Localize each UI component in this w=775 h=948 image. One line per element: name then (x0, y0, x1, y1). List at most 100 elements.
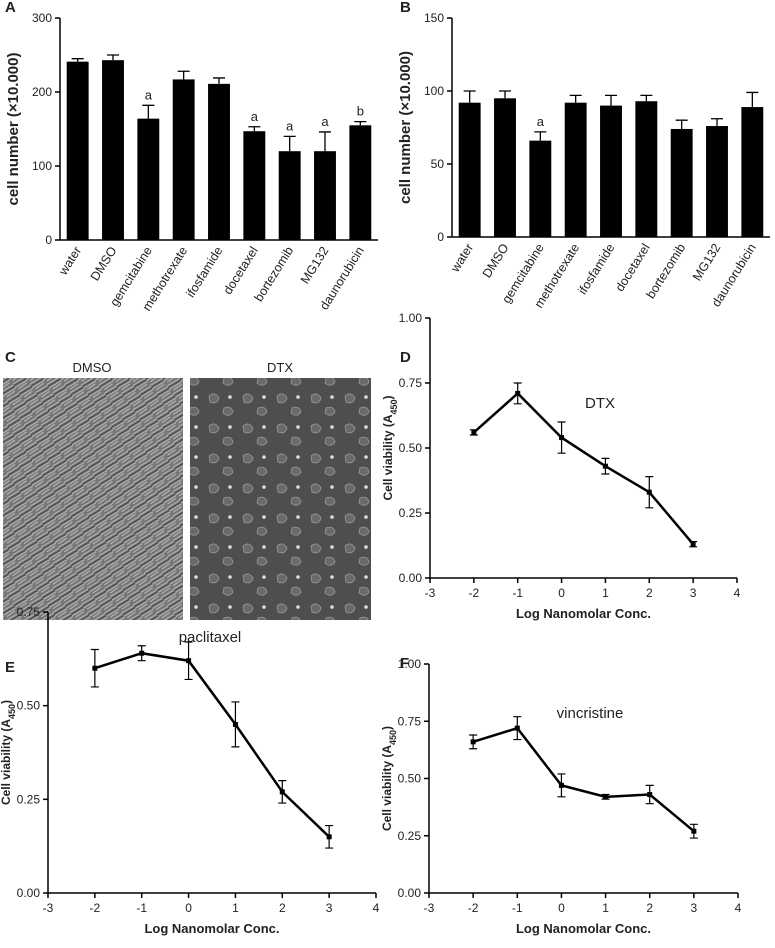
marker (691, 828, 697, 834)
x-tick-label: 4 (734, 586, 741, 600)
x-tick-label: -2 (90, 901, 101, 915)
x-tick-label: DMSO (88, 244, 120, 283)
bar (706, 126, 728, 237)
x-tick-label: 2 (646, 901, 653, 915)
y-tick-label: 0.25 (398, 829, 422, 843)
marker (603, 794, 609, 800)
y-tick-label: 1.00 (399, 311, 423, 325)
bar (741, 107, 764, 237)
marker (514, 725, 520, 731)
panel-label: F (400, 655, 409, 672)
marker (139, 650, 145, 656)
bar (458, 102, 481, 238)
x-tick-label: 4 (373, 901, 380, 915)
panel-label: A (5, 0, 16, 16)
error-bar (534, 131, 547, 141)
x-tick-label: water (448, 241, 477, 275)
y-axis-label-part: ) (381, 395, 395, 399)
bar (172, 79, 195, 240)
x-tick-label: 0 (185, 901, 192, 915)
marker (602, 463, 608, 469)
panel-label: E (5, 659, 15, 676)
bar (635, 101, 658, 237)
x-tick-label: 1 (602, 586, 609, 600)
y-tick-label: 0 (45, 233, 52, 247)
marker (647, 792, 653, 798)
x-tick-label: docetaxel (221, 244, 261, 297)
marker (326, 834, 332, 840)
x-tick-label: 4 (735, 901, 742, 915)
error-bar (213, 77, 225, 84)
y-tick-label: 0.75 (398, 714, 422, 728)
y-tick-label: 0.75 (399, 376, 423, 390)
error-bar (640, 94, 653, 102)
image-caption: DMSO (73, 360, 112, 375)
bar (208, 83, 230, 240)
line (472, 726, 695, 833)
error-bar (711, 118, 723, 127)
y-axis-label-part: 450 (389, 399, 399, 414)
error-bar (499, 90, 511, 99)
error-bar (605, 94, 617, 106)
x-tick-label: MG132 (690, 241, 724, 283)
x-tick-label: 3 (690, 586, 697, 600)
x-tick-label: DMSO (480, 241, 512, 280)
bar (349, 125, 372, 240)
chart-title: vincristine (557, 705, 624, 722)
annotation: a (321, 114, 329, 129)
bar (564, 102, 587, 238)
bar (494, 98, 516, 237)
y-tick-label: 0.50 (399, 441, 423, 455)
error-bar (746, 91, 759, 108)
x-tick-label: -1 (512, 901, 523, 915)
annotation: a (145, 87, 153, 102)
marker (186, 658, 192, 664)
error-bar (675, 119, 688, 129)
y-tick-label: 300 (32, 11, 52, 25)
y-tick-label: 0.25 (399, 506, 423, 520)
error-bar (283, 135, 296, 152)
y-axis-label: Cell viability (A450) (380, 726, 398, 831)
y-axis-label-part: 450 (388, 730, 398, 745)
y-tick-label: 100 (424, 84, 444, 98)
y-tick-label: 150 (424, 11, 444, 25)
x-axis-label: Log Nanomolar Conc. (516, 606, 651, 621)
y-tick-label: 0 (437, 230, 444, 244)
marker (690, 541, 696, 547)
error-bar (71, 58, 84, 62)
line (94, 651, 331, 838)
marker (515, 390, 521, 396)
y-axis-label: Cell viability (A450) (381, 395, 399, 500)
y-axis-label-part: Cell viability (A (0, 719, 13, 805)
y-axis-label-part: 450 (7, 704, 17, 719)
marker (279, 789, 285, 795)
bar (670, 128, 693, 237)
x-tick-label: -3 (43, 901, 54, 915)
line (473, 391, 695, 546)
image-caption: DTX (267, 360, 293, 375)
error-bar (463, 90, 476, 103)
annotation: a (537, 114, 545, 129)
chart-title: DTX (585, 395, 615, 412)
x-tick-label: MG132 (298, 244, 332, 286)
marker (92, 665, 98, 671)
bar (243, 131, 266, 240)
marker (559, 435, 565, 441)
marker (558, 782, 564, 788)
y-tick-label: 0.00 (398, 886, 422, 900)
x-tick-label: 2 (279, 901, 286, 915)
x-tick-label: water (56, 244, 85, 278)
x-tick-label: -2 (469, 586, 480, 600)
x-tick-label: -1 (136, 901, 147, 915)
x-axis-label: Log Nanomolar Conc. (144, 921, 279, 936)
y-axis-label: Cell viability (A450) (0, 700, 17, 805)
micrograph (190, 378, 371, 620)
y-tick-label: 200 (32, 85, 52, 99)
y-tick-label: 0.00 (399, 571, 423, 585)
error-bar (569, 94, 582, 103)
y-tick-label: 0.50 (17, 699, 41, 713)
error-bar (177, 70, 190, 80)
y-axis-label: cell number (×10.000) (5, 53, 22, 206)
marker (470, 739, 476, 745)
